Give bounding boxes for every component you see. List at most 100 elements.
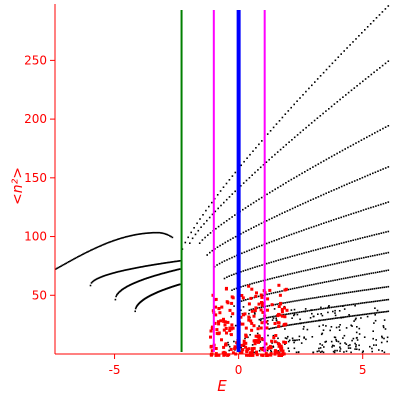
data-point [160,232,162,234]
highlight-point [261,310,265,314]
data-point [340,53,342,55]
data-point [339,348,342,350]
data-point [338,326,340,328]
data-point [369,288,372,291]
data-point [343,241,345,244]
data-point [387,310,390,313]
highlight-point [214,353,218,357]
highlight-point [264,320,268,324]
data-point [271,315,273,318]
data-point [347,304,349,306]
data-point [374,271,377,274]
data-point [261,264,263,266]
data-point [358,344,360,347]
data-point [227,240,229,242]
data-point [184,241,187,244]
data-point [336,152,338,155]
data-point [61,264,64,267]
data-point [242,208,244,211]
data-point [176,260,178,263]
data-point [262,306,265,308]
y-tick-label: 50 [32,288,47,302]
data-point [117,270,120,273]
data-point [260,280,262,282]
highlight-point [279,348,283,352]
data-point [74,257,76,260]
highlight-point [214,305,218,309]
highlight-point [231,296,235,300]
data-point [255,225,258,227]
highlight-point [249,296,253,300]
data-point [148,232,150,234]
data-point [267,316,270,319]
highlight-point [252,314,256,318]
data-point [350,324,352,327]
data-point [387,230,390,233]
data-point [334,349,336,352]
data-point [379,287,382,289]
data-point [135,267,137,269]
data-point [309,199,312,201]
data-point [214,248,216,250]
data-point [373,312,376,314]
data-point [346,47,348,49]
highlight-point [217,322,221,326]
data-point [134,234,136,236]
data-point [199,218,201,220]
data-point [312,166,314,168]
data-point [384,62,387,65]
data-point [109,273,112,275]
data-point [154,263,156,266]
data-point [330,219,332,222]
data-point [376,130,379,133]
data-point [347,276,349,279]
data-point [122,236,124,239]
data-point [299,131,302,134]
data-point [383,286,386,289]
data-point [382,168,384,170]
data-point [315,308,318,311]
data-point [286,313,288,315]
data-point [325,110,327,112]
data-point [258,143,260,146]
data-point [373,344,375,346]
highlight-point [264,342,268,346]
data-point [293,177,295,179]
data-point [358,302,360,305]
data-point [139,266,141,268]
data-point [119,270,122,273]
data-point [171,261,173,263]
data-point [286,210,289,212]
data-point [208,205,210,208]
data-point [251,267,254,269]
highlight-point [239,315,243,319]
data-point [370,301,373,303]
data-point [275,260,277,262]
data-point [202,214,204,216]
data-point [368,312,371,315]
data-point [361,237,364,239]
data-point [217,207,219,210]
data-point [354,304,356,307]
highlight-point [257,338,261,342]
data-point [350,240,352,242]
data-point [215,227,217,230]
data-point [319,308,321,310]
data-point [291,272,294,275]
data-point [320,223,323,225]
data-point [374,314,376,316]
highlight-point [246,353,250,357]
data-point [361,289,364,292]
data-point [280,237,283,239]
data-point [302,202,304,205]
data-point [270,351,273,353]
data-point [355,331,358,334]
highlight-point [250,321,254,325]
data-point [317,313,319,315]
data-point [75,256,78,259]
data-point [136,266,138,269]
data-point [302,94,304,96]
data-point [248,249,251,252]
data-point [297,311,299,314]
data-point [268,293,270,295]
